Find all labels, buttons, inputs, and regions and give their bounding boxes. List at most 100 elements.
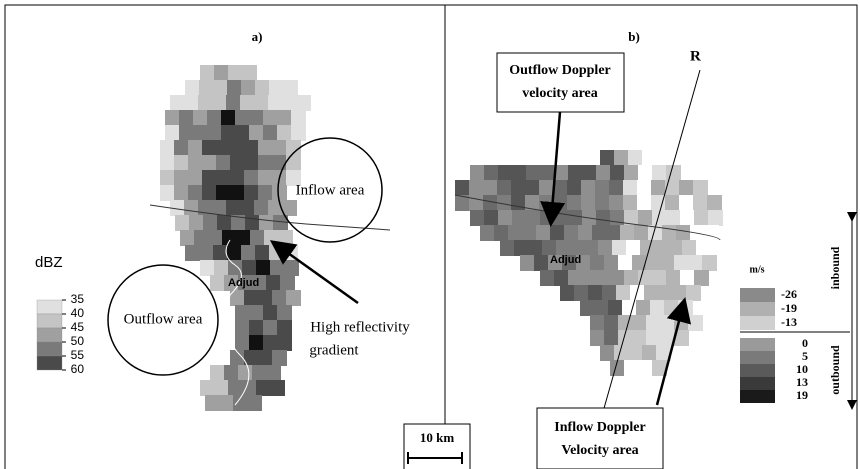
radar-cell xyxy=(646,330,661,346)
radar-cell xyxy=(278,230,293,246)
radar-cell xyxy=(244,140,259,156)
radar-cell xyxy=(221,125,236,141)
radar-cell xyxy=(226,95,241,111)
radar-cell xyxy=(658,285,673,301)
radar-cell xyxy=(238,365,253,381)
radar-cell xyxy=(205,395,220,411)
radar-cell xyxy=(590,255,605,271)
radar-cell xyxy=(610,165,625,181)
frame xyxy=(5,5,857,469)
radar-cell xyxy=(590,330,605,346)
legend-label: 45 xyxy=(71,320,85,334)
annotation: velocity area xyxy=(522,86,598,101)
radar-cell xyxy=(165,125,180,141)
radar-cell xyxy=(642,345,657,361)
radar-cell xyxy=(268,95,283,111)
legend-swatch xyxy=(37,328,62,342)
radar-cell xyxy=(540,165,555,181)
radar-cell xyxy=(200,260,215,276)
radar-cell xyxy=(708,210,723,226)
radar-cell xyxy=(188,155,203,171)
radar-cell xyxy=(609,195,624,211)
radar-cell xyxy=(674,255,689,271)
radar-cell xyxy=(595,180,610,196)
radar-cell xyxy=(636,300,651,316)
radar-cell xyxy=(534,255,549,271)
legend-swatch xyxy=(740,302,775,316)
radar-cell xyxy=(242,260,257,276)
radar-cell xyxy=(221,110,236,126)
radar-cell xyxy=(247,395,262,411)
annotation-box xyxy=(497,53,624,112)
radar-cell xyxy=(682,240,697,256)
radar-cell xyxy=(185,245,200,261)
radar-cell xyxy=(497,180,512,196)
radar-cell xyxy=(638,270,653,286)
radar-cell xyxy=(249,110,264,126)
radar-cell xyxy=(242,380,257,396)
radar-cell xyxy=(574,285,589,301)
radar-cell xyxy=(202,155,217,171)
radar-cell xyxy=(590,315,605,331)
radar-cell xyxy=(660,315,675,331)
radar-cell xyxy=(596,210,611,226)
radar-cell xyxy=(230,170,245,186)
radar-cell xyxy=(666,270,681,286)
radar-cell xyxy=(244,290,259,306)
radar-cell xyxy=(277,305,292,321)
panel-label: a) xyxy=(252,29,263,44)
radar-cell xyxy=(249,125,264,141)
legend-swatch xyxy=(740,316,775,330)
radar-cell xyxy=(272,140,287,156)
radar-cell xyxy=(624,360,639,376)
radar-cell xyxy=(249,320,264,336)
radar-cell xyxy=(594,300,609,316)
radar-cell xyxy=(280,275,295,291)
radar-cell xyxy=(174,155,189,171)
radar-cell xyxy=(244,170,259,186)
legend-label: -19 xyxy=(781,301,797,315)
radar-cell xyxy=(165,110,180,126)
radar-cell xyxy=(666,210,681,226)
radar-cell xyxy=(704,225,719,241)
legend-label: 60 xyxy=(71,362,85,376)
radar-cell xyxy=(263,335,278,351)
radar-cell xyxy=(470,165,485,181)
annotation: Outflow area xyxy=(124,311,203,327)
radar-cell xyxy=(707,195,722,211)
radar-cell xyxy=(665,195,680,211)
radar-cell xyxy=(258,170,273,186)
radar-cell xyxy=(235,305,250,321)
radar-cell xyxy=(484,210,499,226)
radar-cell xyxy=(258,185,273,201)
radar-cell xyxy=(612,240,627,256)
radar-cell xyxy=(272,185,287,201)
radar-cell xyxy=(693,195,708,211)
radar-cell xyxy=(694,210,709,226)
radar-cell xyxy=(610,210,625,226)
radar-cell xyxy=(582,270,597,286)
legend-swatch xyxy=(740,390,775,403)
radar-cell xyxy=(217,215,232,231)
annotation: Velocity area xyxy=(561,443,638,458)
legend-group-label: inbound xyxy=(828,246,842,289)
radar-cell xyxy=(175,215,190,231)
radar-cell xyxy=(230,140,245,156)
radar-cell xyxy=(170,95,185,111)
radar-cell xyxy=(696,240,711,256)
radar-cell xyxy=(702,255,717,271)
legend-label: -13 xyxy=(781,315,797,329)
radar-cell xyxy=(216,140,231,156)
radar-cell xyxy=(668,240,683,256)
radar-cell xyxy=(567,180,582,196)
radar-cell xyxy=(242,65,257,81)
radar-cell xyxy=(263,320,278,336)
radar-cell xyxy=(480,225,495,241)
radar-cell xyxy=(511,180,526,196)
radar-cell xyxy=(664,300,679,316)
radar-cell xyxy=(588,285,603,301)
radar-cell xyxy=(240,95,255,111)
radar-cell xyxy=(222,230,237,246)
radar-cell xyxy=(272,350,287,366)
radar-cell xyxy=(581,180,596,196)
